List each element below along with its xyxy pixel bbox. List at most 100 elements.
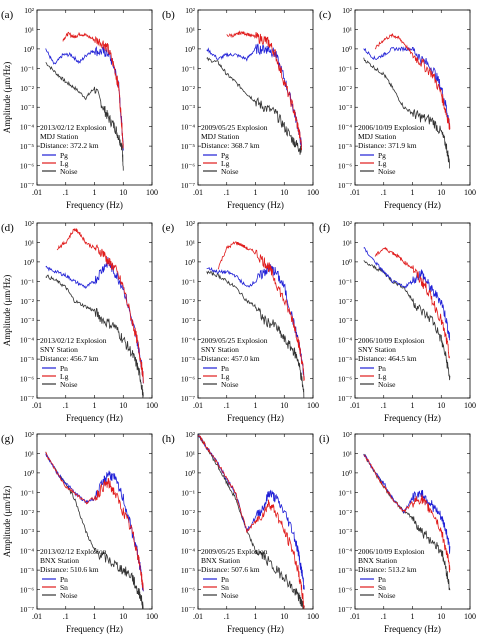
x-tick-label: .1 [63, 612, 69, 621]
y-tick-label: 10⁻⁵ [338, 355, 352, 364]
y-tick-label: 10⁰ [184, 469, 195, 478]
x-axis-title: Frequency (Hz) [227, 200, 284, 210]
y-tick-label: 10⁻⁷ [181, 394, 195, 403]
y-tick-label: 10⁻³ [20, 316, 34, 325]
y-tick-label: 10⁻⁵ [20, 355, 34, 364]
x-tick-label: 1 [93, 188, 97, 197]
y-tick-label: 10⁻¹ [338, 277, 352, 286]
y-tick-label: 10¹ [185, 25, 195, 34]
annotation-event: 2009/05/25 Explosion [201, 336, 268, 345]
x-tick-label: .01 [32, 188, 42, 197]
legend-label: Pg [60, 151, 68, 160]
y-tick-label: 10⁻⁴ [181, 123, 195, 132]
y-tick-label: 10⁻⁴ [181, 336, 195, 345]
series-line-noise [363, 260, 451, 381]
y-tick-label: 10⁻⁶ [20, 586, 34, 595]
x-axis-title: Frequency (Hz) [384, 200, 441, 210]
y-tick-label: 10² [342, 6, 353, 15]
x-axis-title: Frequency (Hz) [66, 624, 123, 634]
y-axis-title: Amplitude (μm/Hz) [2, 275, 12, 347]
annotation-station: BNX Station [201, 556, 240, 565]
x-tick-label: .1 [224, 612, 230, 621]
annotation-station: MDJ Station [40, 132, 78, 141]
annotation-distance: Distance: 513.2 km [358, 565, 417, 574]
annotation-event: 2013/02/12 Explosion [40, 123, 107, 132]
y-tick-label: 10² [342, 430, 353, 439]
annotation-station: MDJ Station [201, 132, 239, 141]
y-tick-label: 10¹ [342, 25, 352, 34]
x-tick-label: .1 [63, 188, 69, 197]
series-line-sn [45, 451, 144, 591]
x-tick-label: .1 [381, 188, 387, 197]
plot-frame [197, 222, 314, 399]
legend-label: Pn [60, 364, 68, 373]
annotation-distance: Distance: 464.5 km [358, 354, 417, 363]
y-tick-label: 10⁰ [341, 258, 352, 267]
panel-g: 10² 10¹ 10⁰ 10⁻¹ 10⁻² 10⁻³ 10⁻⁴ 10⁻⁵ 10⁻⁶ 10⁻⁷.01… [1, 430, 158, 634]
series-line-lg [374, 246, 450, 359]
legend-label: Noise [221, 591, 239, 600]
x-tick-label: .1 [381, 612, 387, 621]
panel-c: 10² 10¹ 10⁰ 10⁻¹ 10⁻² 10⁻³ 10⁻⁴ 10⁻⁵ 10⁻⁶ 10⁻⁷.01… [319, 6, 476, 210]
y-tick-label: 10⁻¹ [338, 488, 352, 497]
x-tick-label: 100 [464, 612, 476, 621]
series-line-pn [198, 434, 305, 590]
y-tick-label: 10⁻⁷ [338, 181, 352, 190]
legend-label: Pg [221, 151, 229, 160]
y-tick-label: 10⁻⁴ [20, 336, 34, 345]
panel-h: 10² 10¹ 10⁰ 10⁻¹ 10⁻² 10⁻³ 10⁻⁴ 10⁻⁵ 10⁻⁶ 10⁻⁷.01… [162, 430, 319, 634]
y-tick-label: 10⁻³ [181, 527, 195, 536]
series-line-sn [363, 454, 451, 573]
y-tick-label: 10⁰ [341, 469, 352, 478]
x-tick-label: .1 [63, 401, 69, 410]
legend-label: Noise [378, 380, 396, 389]
y-tick-label: 10¹ [24, 238, 34, 247]
x-tick-label: 1 [93, 612, 97, 621]
y-tick-label: 10⁻⁷ [20, 394, 34, 403]
annotation-distance: Distance: 507.6 km [201, 565, 260, 574]
series-line-noise [45, 451, 144, 609]
x-axis-title: Frequency (Hz) [66, 413, 123, 423]
y-tick-label: 10⁻⁶ [181, 375, 195, 384]
x-tick-label: 1 [411, 612, 415, 621]
x-tick-label: 1 [411, 401, 415, 410]
legend-label: Lg [378, 372, 387, 381]
x-axis-title: Frequency (Hz) [227, 624, 284, 634]
series-line-noise [206, 56, 302, 155]
legend-label: Lg [378, 159, 387, 168]
y-tick-label: 10⁰ [23, 45, 34, 54]
y-tick-label: 10⁻² [181, 84, 195, 93]
x-tick-label: 10 [119, 188, 127, 197]
x-tick-label: 100 [464, 188, 476, 197]
x-tick-label: .01 [350, 188, 360, 197]
y-tick-label: 10⁻⁷ [338, 394, 352, 403]
x-tick-label: 100 [307, 612, 319, 621]
series-line-pn [363, 454, 451, 554]
y-tick-label: 10⁻¹ [338, 64, 352, 73]
y-tick-label: 10¹ [342, 449, 352, 458]
series-line-noise [363, 57, 450, 169]
y-tick-label: 10⁻⁶ [338, 375, 352, 384]
x-tick-label: 100 [307, 188, 319, 197]
y-tick-label: 10⁰ [23, 469, 34, 478]
plot-frame [36, 9, 153, 186]
panel-f: 10² 10¹ 10⁰ 10⁻¹ 10⁻² 10⁻³ 10⁻⁴ 10⁻⁵ 10⁻⁶ 10⁻⁷.01… [319, 219, 476, 423]
annotation-event: 2009/05/25 Explosion [201, 547, 268, 556]
y-tick-label: 10¹ [24, 25, 34, 34]
y-tick-label: 10⁻³ [181, 103, 195, 112]
series-line-pn [45, 453, 144, 592]
y-tick-label: 10⁻² [181, 508, 195, 517]
x-tick-label: 100 [146, 612, 158, 621]
legend-label: Sn [60, 583, 68, 592]
x-tick-label: 100 [464, 401, 476, 410]
x-axis-title: Frequency (Hz) [66, 200, 123, 210]
legend-label: Pn [60, 575, 68, 584]
plot-frame [354, 433, 471, 610]
y-tick-label: 10² [185, 430, 196, 439]
y-tick-label: 10⁻¹ [20, 64, 34, 73]
y-tick-label: 10⁻³ [20, 527, 34, 536]
x-tick-label: 10 [437, 188, 445, 197]
y-tick-label: 10⁰ [184, 45, 195, 54]
x-tick-label: .1 [224, 188, 230, 197]
y-tick-label: 10⁻³ [338, 103, 352, 112]
